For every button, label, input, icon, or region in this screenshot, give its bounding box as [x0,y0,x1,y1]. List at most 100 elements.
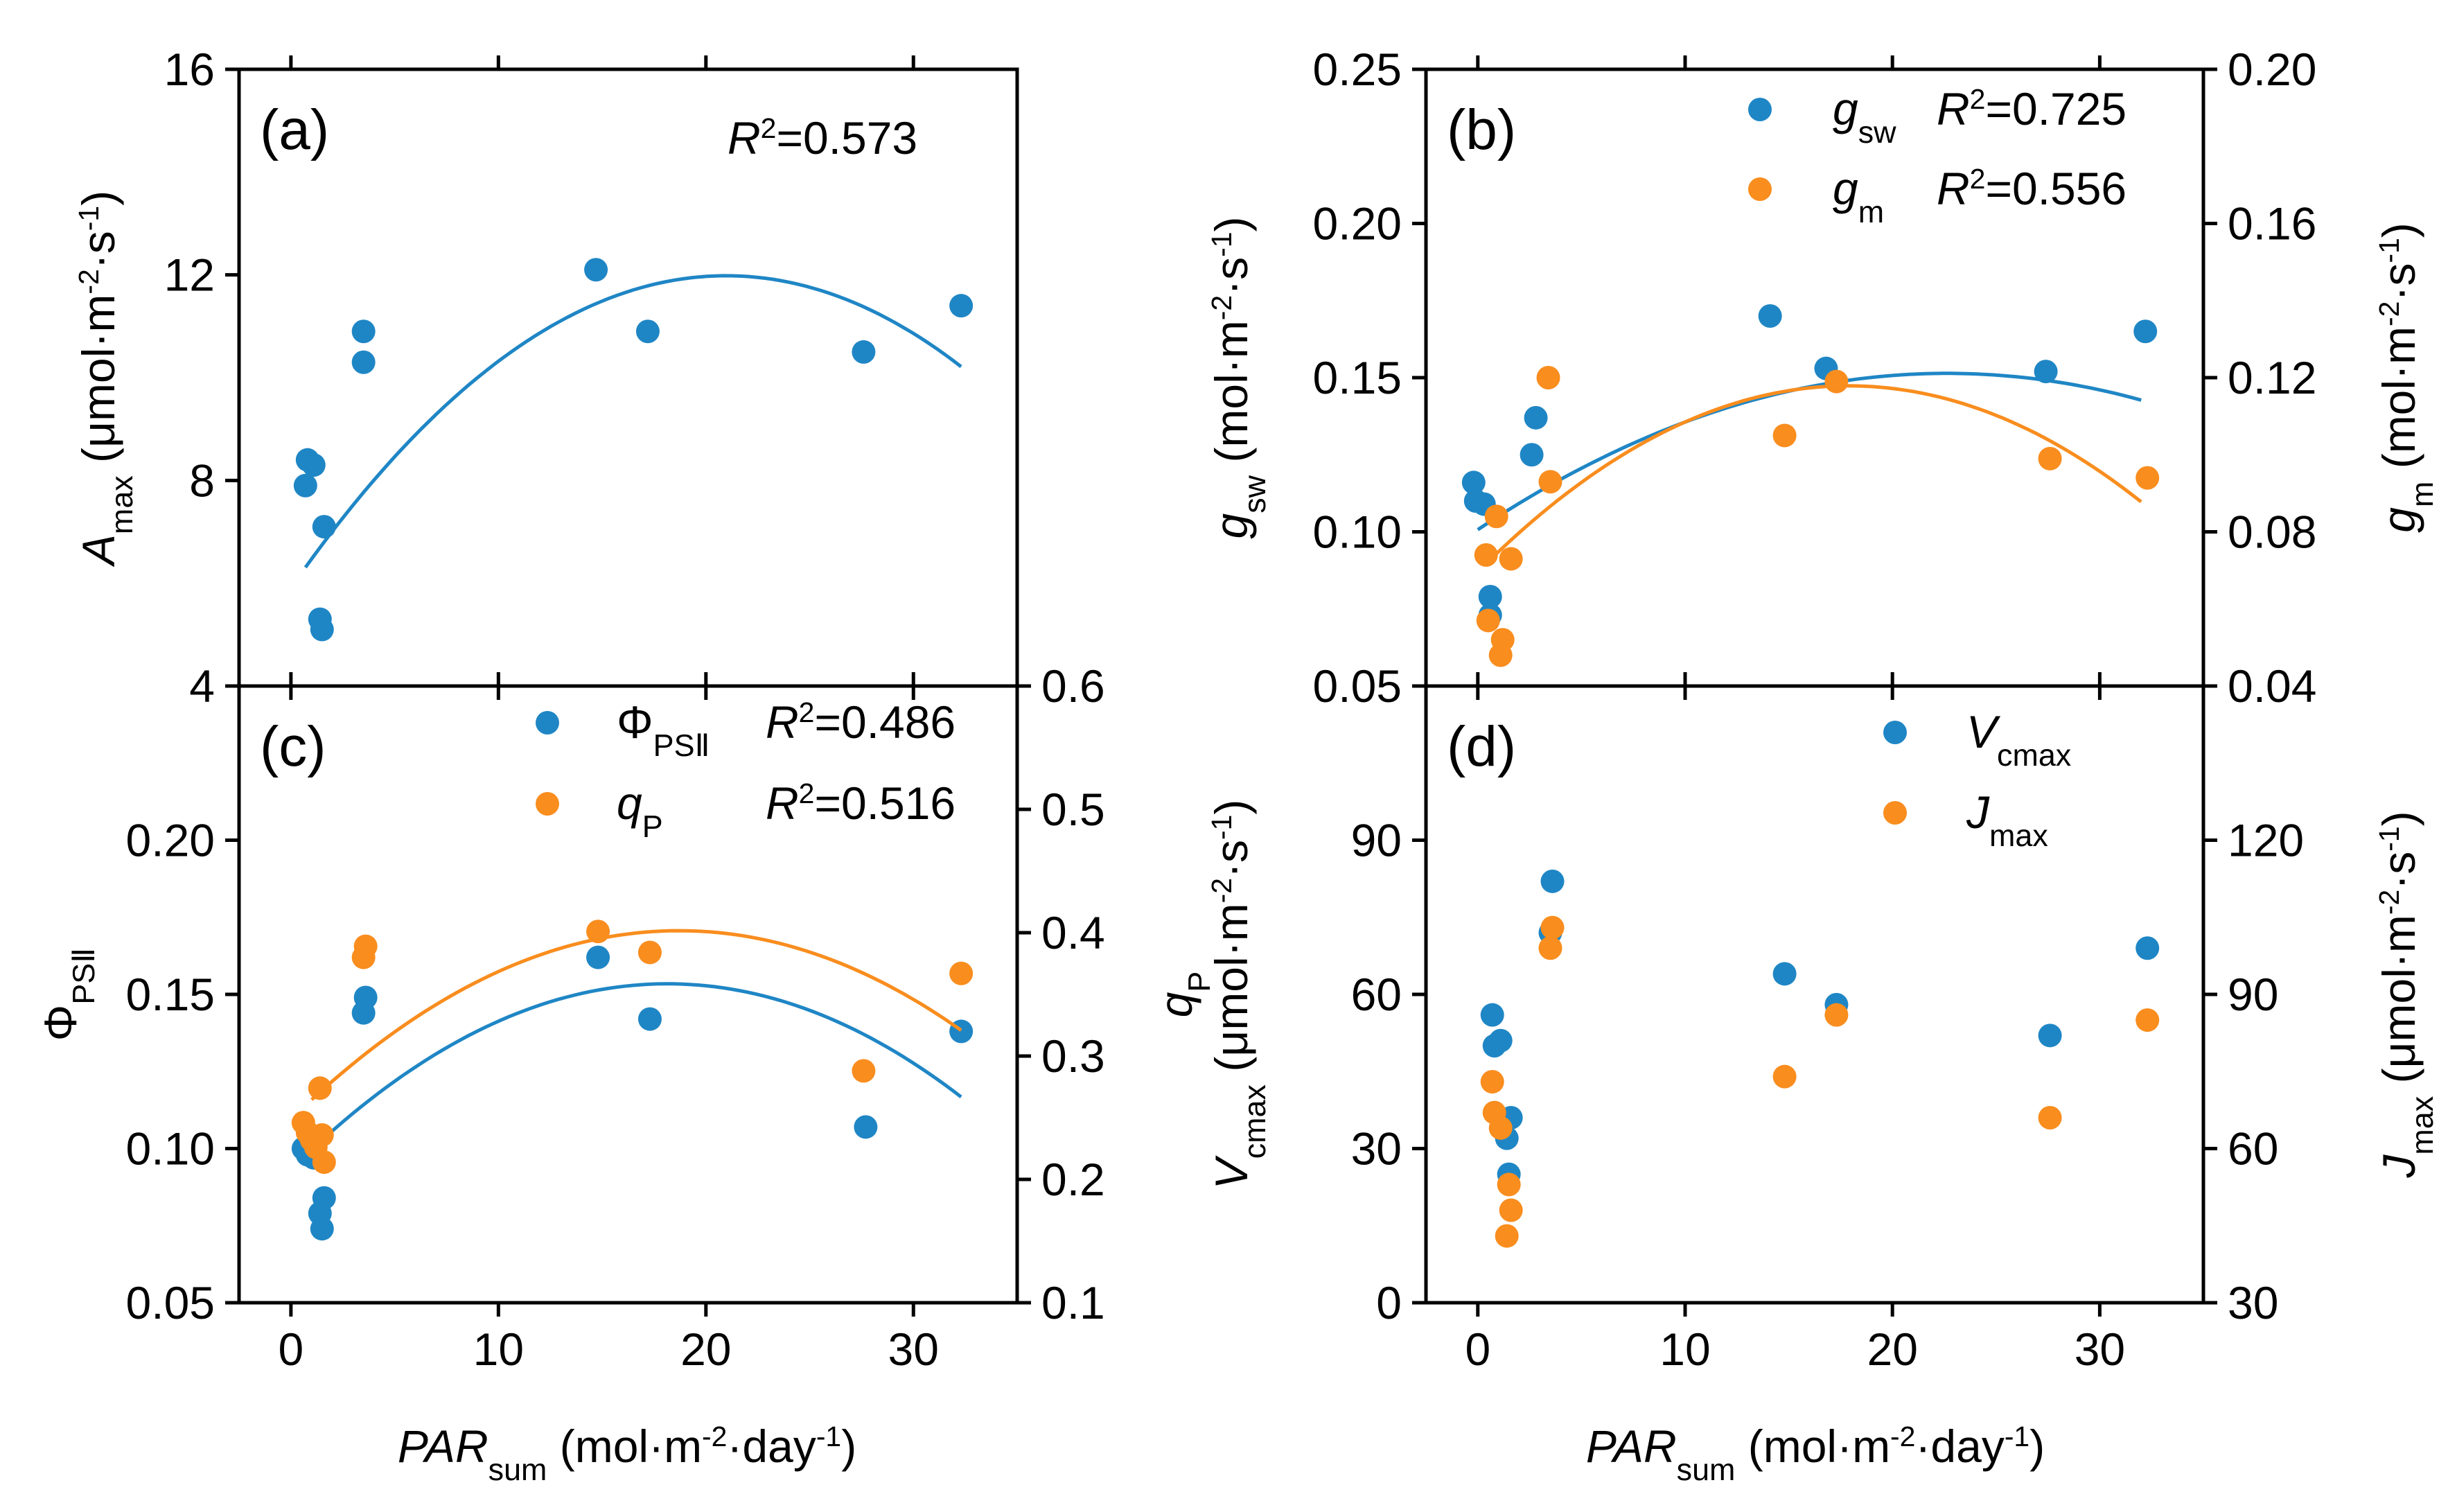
y-right-tick-label: 0.3 [1041,1030,1105,1082]
unit-superscript: -2 [1206,878,1238,903]
panel-label: (a) [260,98,329,161]
x-axis-title-right: PARsum (mol·m-2·day-1) [1586,1421,2045,1487]
data-point-PhiPSII [854,1115,878,1139]
x-tick-label: 0 [1465,1324,1490,1375]
unit-text: (μmol·m [2373,915,2424,1096]
legend-symbol: g [1833,83,1858,134]
data-point-gm [1499,547,1523,571]
y-axis-title-c-left: ΦPSⅡ [35,948,101,1041]
axis-symbol: q [1150,992,1201,1017]
unit-superscript: -2 [2373,301,2405,326]
data-point-qP [308,1076,332,1100]
legend-label-qP: qP [617,777,663,844]
legend-subscript: cmax [1997,737,2071,773]
unit-text: (μmol·m [73,295,124,476]
data-point-gsw [2034,360,2058,384]
data-point-Jmax [1540,915,1565,940]
y-left-tick-label: 60 [1351,969,1402,1020]
data-point-Amax [351,350,376,374]
data-point-gm [1538,470,1562,494]
data-point-qP [310,1123,334,1147]
x-tick-label: 30 [888,1324,939,1375]
r2-value: =0.573 [776,112,917,164]
y-right-tick-label: 0.2 [1041,1154,1105,1205]
r2-superscript: 2 [799,777,815,809]
unit-text: ·s [1206,257,1257,295]
panel-d: 0 10 20 30 0 30 60 90 30 60 90 120 (d) [1351,672,2304,1375]
r2-superscript: 2 [1970,163,1986,195]
axis-symbol: g [2373,507,2424,533]
legend-marker-gm [1748,177,1772,201]
unit-superscript: -1 [2005,1421,2029,1452]
axis-symbol: J [2373,1154,2424,1179]
data-point-Amax [949,294,974,318]
y-axis-title-c-right: qP [1150,972,1217,1018]
unit-text: ) [2373,222,2424,238]
data-point-qP [852,1059,876,1083]
phi-symbol: Φ [617,696,653,748]
panel-label: (d) [1447,715,1516,778]
axis-subscript: PSⅡ [66,948,101,1005]
data-point-qP [949,961,974,985]
unit-text: ) [1206,217,1257,232]
data-point-Jmax [1499,1198,1523,1222]
axis-subscript: max [2404,1096,2440,1155]
x-tick-label: 20 [680,1324,731,1375]
y-left-tick-label: 30 [1351,1123,1402,1175]
data-point-gm [1536,366,1560,389]
unit-text: ·s [2373,263,2424,301]
data-point-Amax [310,617,334,642]
unit-text: ·s [1206,840,1257,878]
y-right-tick-label: 0.12 [2228,352,2316,403]
axis-subscript: P [1181,972,1217,992]
data-point-Vcmax [2038,1023,2062,1048]
y-axis-title-d-right: Jmax (μmol·m-2·s-1) [2373,811,2440,1178]
unit-text: ) [73,191,124,206]
data-point-gm [1474,543,1498,567]
y-left-tick-label: 0.05 [126,1277,215,1328]
x-tick-label: 30 [2075,1324,2125,1375]
y-left-tick-label: 0.25 [1313,44,1402,95]
data-point-PhiPSII [310,1217,334,1241]
data-point-qP [586,920,610,944]
data-point-Jmax [1488,1116,1513,1140]
y-axis-title-b-left: gsw (mol·m-2·s-1) [1206,217,1272,539]
y-right-tick-label: 90 [2228,969,2278,1020]
legend-label-Vcmax: Vcmax [1966,706,2071,773]
data-point-gsw [1758,304,1782,328]
data-point-Amax [351,319,376,344]
panel-b: 0.05 0.10 0.15 0.20 0.25 0.04 0.08 0.12 0.16 0.20… [1313,44,2317,712]
r2-superscript: 2 [1970,83,1986,115]
data-point-Amax [312,515,336,539]
axis-symbol: A [73,534,124,568]
legend-symbol: g [1833,163,1858,214]
y-right-tick-label: 0.08 [2228,507,2316,558]
data-point-gm [1772,423,1797,448]
data-point-gsw [1461,471,1486,495]
y-left-tick-label: 0.15 [126,969,215,1020]
data-point-gsw [2133,319,2158,344]
fit-curve-Amax [303,274,962,569]
unit-text: ) [2373,811,2424,826]
axis-subscript: sw [1237,475,1272,513]
y-right-tick-label: 60 [2228,1123,2278,1175]
r2-annotation-a: R2=0.573 [728,112,917,164]
unit-superscript: -1 [1206,232,1238,257]
y-right-tick-label: 0.5 [1041,784,1105,835]
data-point-Jmax [1824,1003,1849,1027]
y-left-tick-label: 16 [164,44,215,95]
data-point-Jmax [2038,1106,2062,1129]
r2-value: =0.556 [1985,163,2126,214]
data-point-Vcmax [2135,936,2160,960]
plot-frame [1424,684,2205,1305]
y-left-tick-label: 90 [1351,815,1402,866]
axis-subscript: sum [1677,1452,1736,1487]
axis-subscript: max [104,475,139,534]
y-left-tick-label: 8 [189,455,215,506]
unit-superscript: -2 [702,1421,727,1452]
data-point-Jmax [1495,1224,1519,1248]
data-point-Jmax [2135,1008,2160,1032]
r2-superscript: 2 [761,112,777,144]
legend-subscript: sw [1858,114,1896,150]
data-point-Jmax [1480,1070,1504,1094]
